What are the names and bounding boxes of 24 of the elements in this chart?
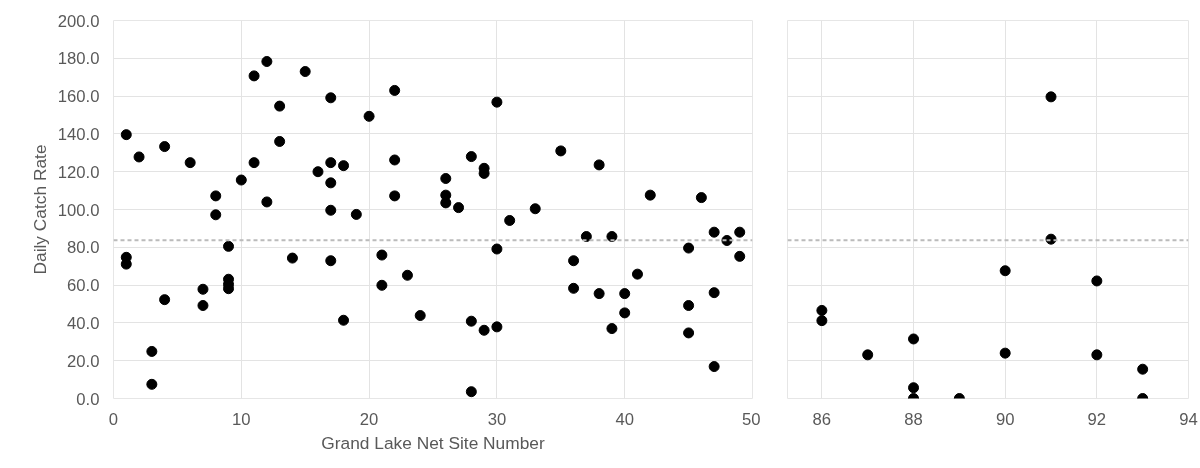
x-tick-label: 92	[1087, 409, 1107, 429]
x-tick-label: 50	[741, 409, 761, 429]
y-tick-label: 40.0	[67, 313, 100, 333]
x-axis-title: Grand Lake Net Site Number	[321, 432, 545, 453]
y-axis-title: Daily Catch Rate	[29, 144, 50, 275]
x-tick-label: 40	[615, 409, 634, 429]
y-tick-label: 160.0	[57, 87, 100, 107]
x-tick-label: 88	[904, 409, 923, 429]
y-tick-label: 200.0	[57, 11, 100, 31]
y-tick-label: 180.0	[57, 49, 100, 69]
y-tick-label: 20.0	[67, 351, 100, 371]
y-tick-label: 0.0	[76, 389, 100, 409]
y-tick-label: 100.0	[57, 200, 100, 220]
x-tick-label: 86	[812, 409, 832, 429]
y-tick-label: 120.0	[57, 162, 100, 182]
x-tick-label: 94	[1179, 409, 1198, 429]
x-tick-label: 0	[108, 409, 119, 429]
y-tick-label: 60.0	[67, 276, 100, 296]
y-tick-label: 80.0	[67, 238, 100, 258]
x-tick-label: 90	[995, 409, 1015, 429]
x-tick-label: 10	[232, 409, 251, 429]
x-tick-label: 30	[487, 409, 507, 429]
y-tick-label: 140.0	[57, 124, 100, 144]
x-tick-label: 20	[359, 409, 379, 429]
